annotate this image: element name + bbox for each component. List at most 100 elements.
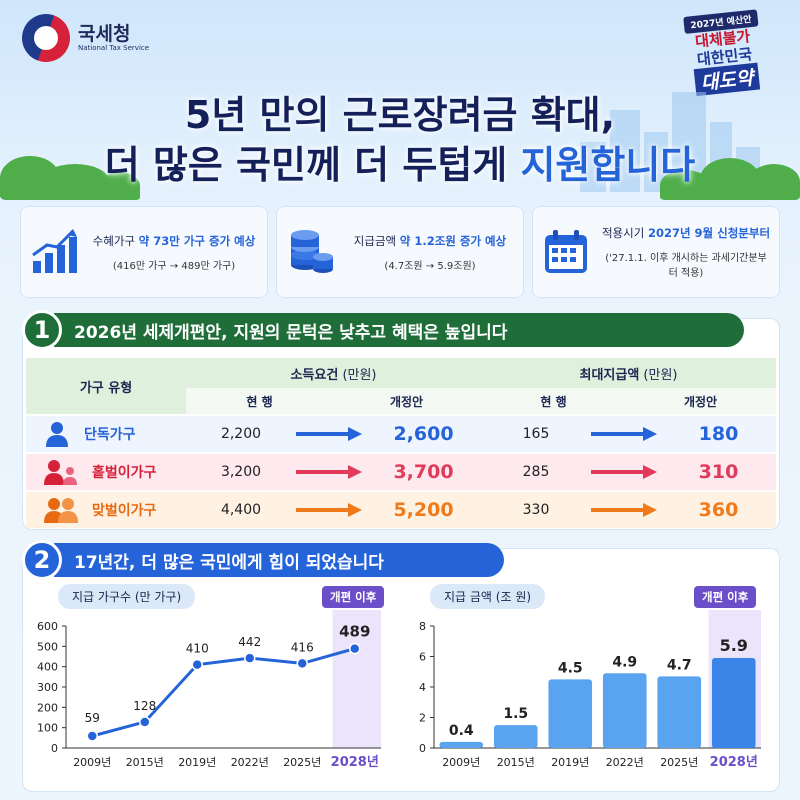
table-row: 홑벌이가구 3,200 3,700 285 310 <box>26 454 776 490</box>
after-reform-tag: 개편 이후 <box>322 586 385 608</box>
table-row: 단독가구 2,200 2,600 165 180 <box>26 416 776 452</box>
amount-chart-title: 지급 금액 (조 원) <box>430 584 546 609</box>
card-text: 수혜가구 약 73만 가구 증가 예상 (416만 가구 → 489만 가구) <box>89 233 259 272</box>
title-line2: 더 많은 국민께 더 두텁게 지원합니다 <box>0 140 800 190</box>
card-label: 지급금액 <box>353 233 400 248</box>
data-point <box>244 652 256 664</box>
header-max-payment: 최대지급액 (만원) <box>481 364 776 383</box>
single-person-icon <box>46 422 68 447</box>
data-label: 5.9 <box>720 636 748 655</box>
max-current: 285 <box>522 464 550 480</box>
max-current: 165 <box>522 426 550 442</box>
dual-earner-couple-icon <box>44 498 78 523</box>
household-type-cell: 맞벌이가구 <box>26 497 186 523</box>
x-tick-label: 2028년 <box>331 755 379 770</box>
data-point <box>86 730 98 742</box>
data-point <box>139 716 151 728</box>
bar <box>548 679 593 748</box>
household-type-cell: 단독가구 <box>26 421 186 447</box>
max-proposed: 180 <box>698 423 739 445</box>
data-label: 128 <box>133 699 156 713</box>
household-type-label: 홑벌이가구 <box>92 465 157 481</box>
section2-header: 2 17년간, 더 많은 국민에게 힘이 되었습니다 <box>22 540 504 580</box>
max-proposed: 310 <box>698 461 739 483</box>
header-income-proposed: 개정안 <box>389 394 424 409</box>
logo-name-kr: 국세청 <box>78 22 131 45</box>
y-tick-label: 600 <box>37 620 58 633</box>
x-tick-label: 2025년 <box>283 756 321 769</box>
page-title: 5년 만의 근로장려금 확대, 더 많은 국민께 더 두텁게 지원합니다 <box>0 90 800 190</box>
data-label: 0.4 <box>449 723 474 739</box>
max-current: 330 <box>522 502 550 518</box>
data-label: 4.9 <box>612 654 637 670</box>
bar <box>657 676 702 748</box>
amount-bar-chart: 0 2 4 6 8 0.4 1.5 4.5 4.9 4.7 5.9 2009년 2015년 2019년 20… <box>419 610 761 770</box>
highlight-band <box>332 610 381 748</box>
x-tick-label: 2019년 <box>178 756 216 769</box>
data-label: 416 <box>291 640 314 654</box>
card-highlight: 2027년 9월 신청분부터 <box>647 226 771 240</box>
table-row: 맞벌이가구 4,400 5,200 330 360 <box>26 492 776 528</box>
y-tick-label: 0 <box>419 742 426 755</box>
y-tick-label: 0 <box>51 742 58 755</box>
section1-number: 1 <box>22 310 62 350</box>
title-line2-main: 더 많은 국민께 더 두텁게 <box>104 143 521 187</box>
income-current: 3,200 <box>220 464 262 480</box>
section2-number: 2 <box>22 540 62 580</box>
y-tick-label: 300 <box>37 681 58 694</box>
x-tick-label: 2022년 <box>606 756 644 769</box>
y-tick-label: 8 <box>419 620 426 633</box>
calendar-icon <box>541 227 591 277</box>
data-label: 59 <box>85 711 100 725</box>
arrow-icon <box>591 503 661 517</box>
households-chart-title: 지급 가구수 (만 가구) <box>58 584 196 609</box>
card-label: 적용시기 <box>601 226 648 240</box>
payment-amount-card: 지급금액 약 1.2조원 증가 예상 (4.7조원 → 5.9조원) <box>276 206 524 298</box>
col-household-type: 가구 유형 <box>26 358 186 414</box>
household-type-label: 맞벌이가구 <box>92 503 157 519</box>
data-point <box>191 658 203 671</box>
card-sub: (4.7조원 → 5.9조원) <box>384 260 476 272</box>
growth-chart-icon <box>29 227 79 277</box>
group-unit: (만원) <box>338 367 377 383</box>
data-label: 1.5 <box>503 706 528 722</box>
card-sub: ('27.1.1. 이후 개시하는 과세기간분부터 적용) <box>605 253 767 279</box>
arrow-icon <box>591 427 661 441</box>
bar <box>439 741 484 748</box>
title-line2-highlight: 지원합니다 <box>520 143 696 187</box>
logo-name-en: National Tax Service <box>78 44 150 53</box>
section2-title: 17년간, 더 많은 국민에게 힘이 되었습니다 <box>54 543 504 577</box>
arrow-icon <box>296 465 366 479</box>
card-highlight: 약 1.2조원 증가 예상 <box>399 233 507 248</box>
max-proposed: 360 <box>698 499 739 521</box>
data-label: 442 <box>238 635 261 649</box>
data-point <box>296 657 308 670</box>
group-label: 최대지급액 <box>579 367 640 383</box>
effective-date-card: 적용시기 2027년 9월 신청분부터 ('27.1.1. 이후 개시하는 과세… <box>532 206 780 298</box>
card-highlight: 약 73만 가구 증가 예상 <box>138 233 256 248</box>
income-current: 4,400 <box>220 502 262 518</box>
group-unit: (만원) <box>639 367 678 383</box>
bar <box>493 725 538 748</box>
x-tick-label: 2025년 <box>660 756 698 769</box>
data-point <box>349 642 361 655</box>
income-current: 2,200 <box>220 426 262 442</box>
group-label: 소득요건 <box>290 367 339 383</box>
bar <box>711 658 756 748</box>
nts-logo: 국세청 National Tax Service <box>22 14 149 62</box>
arrow-icon <box>296 503 366 517</box>
header-income-current: 현 행 <box>246 394 273 409</box>
beneficiary-card: 수혜가구 약 73만 가구 증가 예상 (416만 가구 → 489만 가구) <box>20 206 268 298</box>
data-label: 4.7 <box>667 657 692 673</box>
data-label: 410 <box>186 642 209 656</box>
x-tick-label: 2009년 <box>73 756 111 769</box>
y-tick-label: 4 <box>419 681 426 694</box>
x-tick-label: 2028년 <box>710 755 758 770</box>
y-tick-label: 100 <box>37 722 58 735</box>
header-max-proposed: 개정안 <box>683 394 718 409</box>
x-tick-label: 2015년 <box>126 756 164 769</box>
y-tick-label: 400 <box>37 661 58 674</box>
data-label: 489 <box>339 623 370 641</box>
single-earner-family-icon <box>44 460 77 485</box>
income-proposed: 3,700 <box>393 461 454 483</box>
